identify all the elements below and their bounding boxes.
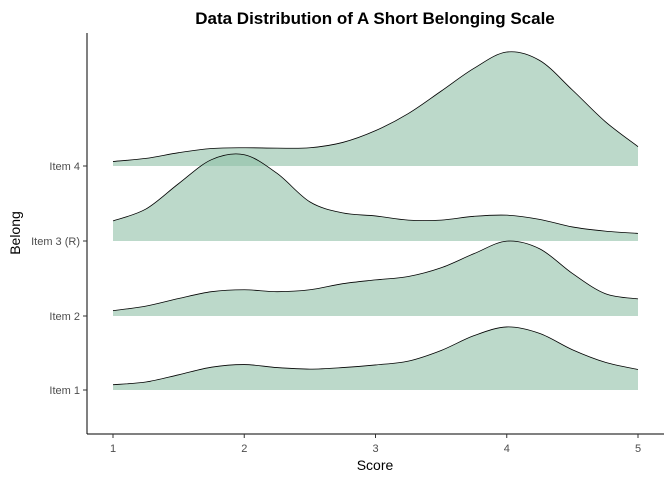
x-tick-label: 5 bbox=[635, 443, 641, 455]
chart-title: Data Distribution of A Short Belonging S… bbox=[195, 9, 555, 28]
ridge-line bbox=[112, 153, 639, 234]
x-axis-title: Score bbox=[357, 457, 394, 473]
x-axis-ticks: 1 2 3 4 5 bbox=[110, 434, 641, 455]
ridges-group bbox=[112, 51, 639, 390]
ridge-line bbox=[112, 51, 639, 162]
ridge-area bbox=[113, 153, 638, 241]
ridge-area bbox=[113, 241, 638, 316]
x-tick-label: 4 bbox=[504, 443, 510, 455]
x-tick-label: 2 bbox=[241, 443, 247, 455]
ridge-item-3-r bbox=[112, 153, 639, 241]
ridge-item-1 bbox=[112, 326, 639, 390]
ridge-area bbox=[113, 51, 638, 166]
ridge-item-4 bbox=[112, 51, 639, 166]
y-axis-ticks: Item 1 Item 2 Item 3 (R) Item 4 bbox=[31, 161, 87, 397]
y-axis-title: Belong bbox=[7, 211, 23, 255]
ridge-area bbox=[113, 326, 638, 390]
x-tick-label: 1 bbox=[110, 443, 116, 455]
ridge-line bbox=[112, 326, 639, 386]
x-tick-label: 3 bbox=[372, 443, 378, 455]
y-tick-label: Item 2 bbox=[49, 311, 80, 323]
ridge-item-2 bbox=[112, 240, 639, 316]
y-tick-label: Item 1 bbox=[49, 385, 80, 397]
y-tick-label: Item 4 bbox=[49, 161, 80, 173]
ridge-line bbox=[112, 240, 639, 312]
y-tick-label: Item 3 (R) bbox=[31, 236, 80, 248]
